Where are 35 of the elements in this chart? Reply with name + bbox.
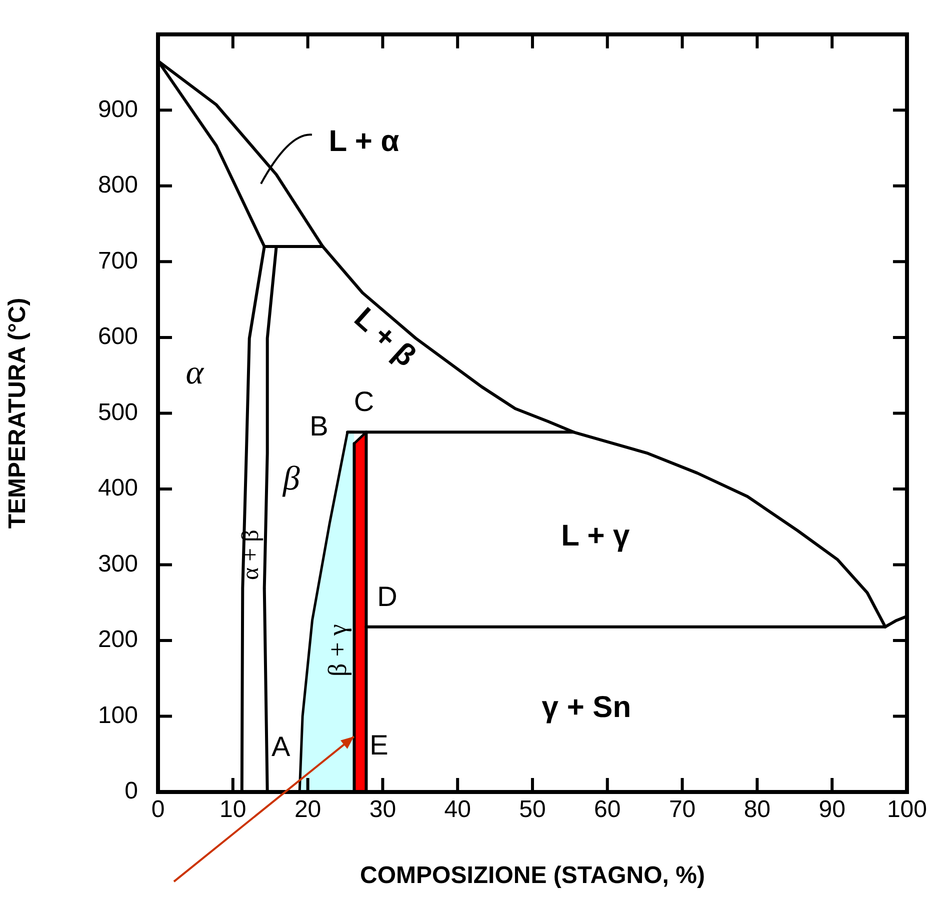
- x-tick-label: 40: [444, 796, 471, 824]
- annotation: α: [186, 354, 205, 392]
- x-tick-label: 30: [369, 796, 396, 824]
- y-tick-label: 800: [98, 172, 138, 199]
- y-tick-label: 100: [98, 702, 138, 729]
- x-tick-label: 90: [818, 796, 846, 824]
- x-tick-label: 20: [294, 796, 322, 824]
- annotation: L + β: [348, 302, 422, 374]
- y-tick-label: 0: [124, 778, 138, 805]
- y-tick-label: 900: [98, 96, 138, 123]
- y-tick-label: 700: [98, 247, 138, 274]
- annotation: γ + Sn: [542, 690, 632, 724]
- annotation: L + α: [328, 125, 400, 158]
- y-tick-label: 400: [98, 474, 138, 502]
- annotation: D: [377, 580, 398, 612]
- x-axis-title: COMPOSIZIONE (STAGNO, %): [360, 862, 705, 890]
- x-tick-label: 50: [519, 796, 546, 824]
- annotation: β + γ: [323, 624, 352, 677]
- annotation: B: [310, 410, 328, 442]
- y-tick-label: 600: [98, 323, 138, 350]
- x-tick-label: 0: [151, 796, 165, 824]
- annotation: L + γ: [561, 520, 630, 553]
- annotation: E: [370, 729, 388, 760]
- x-tick-label: 100: [886, 796, 927, 824]
- y-axis-title: TEMPERATURA (°C): [4, 298, 32, 529]
- x-tick-label: 60: [594, 796, 621, 824]
- y-tick-label: 200: [98, 626, 138, 654]
- x-tick-label: 70: [668, 796, 696, 824]
- annotation: C: [354, 386, 374, 418]
- annotation: A: [271, 730, 290, 762]
- annotation: β: [282, 460, 300, 498]
- x-tick-label: 10: [220, 796, 246, 824]
- y-tick-label: 300: [98, 550, 138, 578]
- y-tick-label: 500: [98, 398, 138, 426]
- x-tick-label: 80: [744, 796, 771, 824]
